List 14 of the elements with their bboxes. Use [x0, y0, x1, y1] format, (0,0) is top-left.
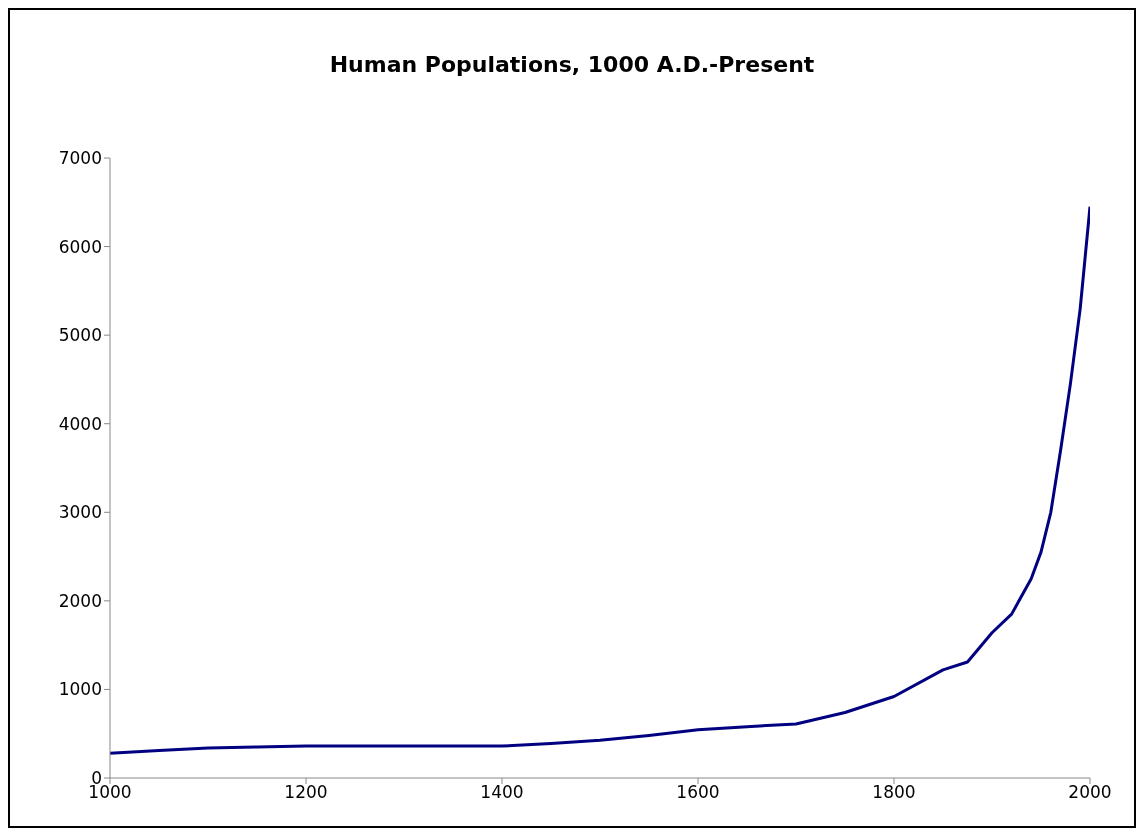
y-tick-label: 1000: [58, 679, 102, 700]
y-tick-label: 3000: [58, 502, 102, 523]
x-tick-label: 1400: [480, 782, 524, 803]
y-tick-label: 4000: [58, 413, 102, 434]
y-tick-label: 6000: [58, 236, 102, 257]
x-tick-label: 1200: [284, 782, 328, 803]
y-tick-label: 7000: [58, 148, 102, 169]
chart-title: Human Populations, 1000 A.D.-Present: [328, 52, 816, 77]
line-series: [110, 205, 1090, 755]
x-tick-label: 1600: [676, 782, 720, 803]
y-tick-label: 5000: [58, 325, 102, 346]
x-tick-label: 1800: [872, 782, 916, 803]
x-tick-label: 2000: [1068, 782, 1112, 803]
y-tick-label: 2000: [58, 590, 102, 611]
